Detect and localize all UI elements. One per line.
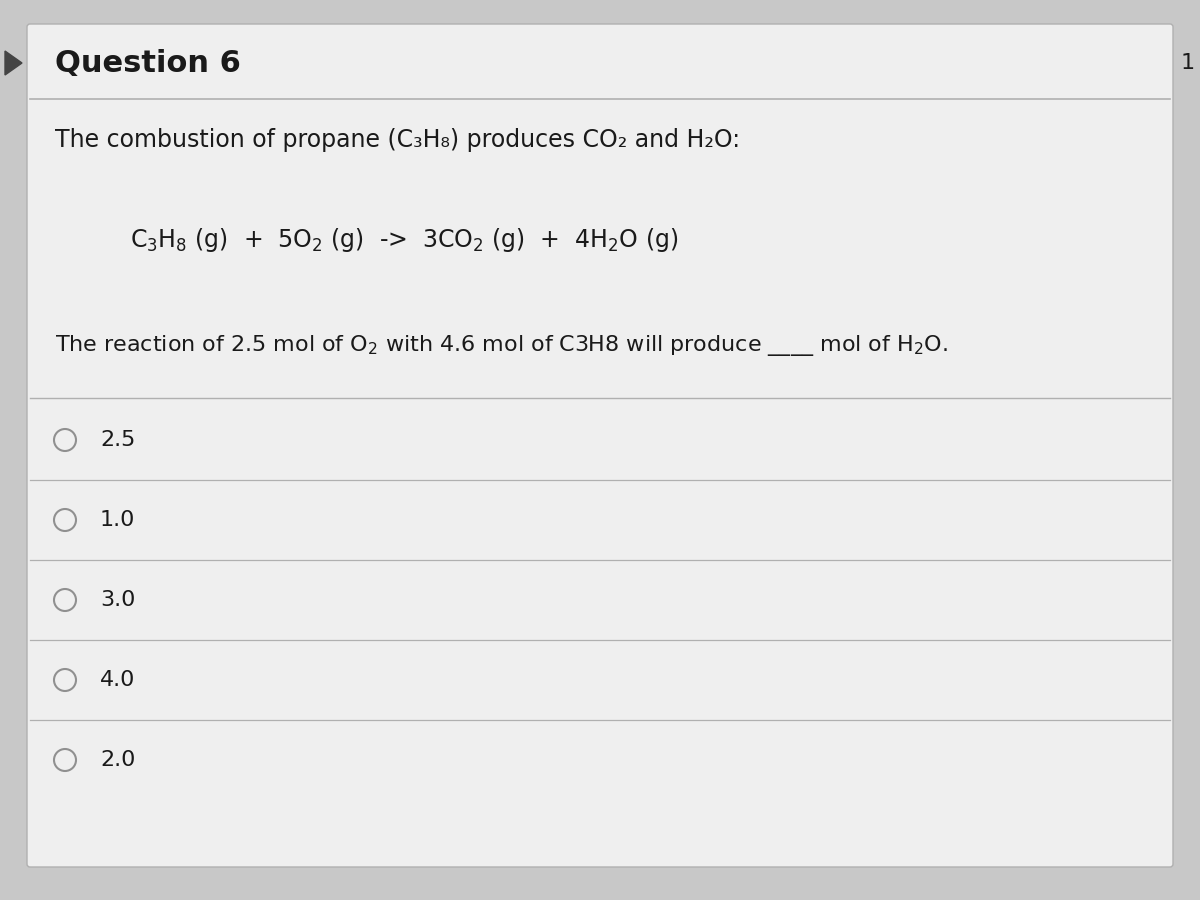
Text: 1.0: 1.0 <box>100 510 136 530</box>
Text: 4.0: 4.0 <box>100 670 136 690</box>
Text: 2.5: 2.5 <box>100 430 136 450</box>
Text: 3.0: 3.0 <box>100 590 136 610</box>
FancyBboxPatch shape <box>28 24 1174 867</box>
Text: $\mathregular{C_3H_8}$ (g)  +  $\mathregular{5O_2}$ (g)  ->  $\mathregular{3CO_2: $\mathregular{C_3H_8}$ (g) + $\mathregul… <box>130 226 678 254</box>
Text: The combustion of propane (C₃H₈) produces CO₂ and H₂O:: The combustion of propane (C₃H₈) produce… <box>55 128 740 152</box>
Text: The reaction of 2.5 mol of $\mathregular{O_2}$ with 4.6 mol of C3H8 will produce: The reaction of 2.5 mol of $\mathregular… <box>55 332 948 357</box>
Text: 1: 1 <box>1181 53 1195 73</box>
Text: 2.0: 2.0 <box>100 750 136 770</box>
Text: Question 6: Question 6 <box>55 49 241 77</box>
Polygon shape <box>5 51 22 75</box>
